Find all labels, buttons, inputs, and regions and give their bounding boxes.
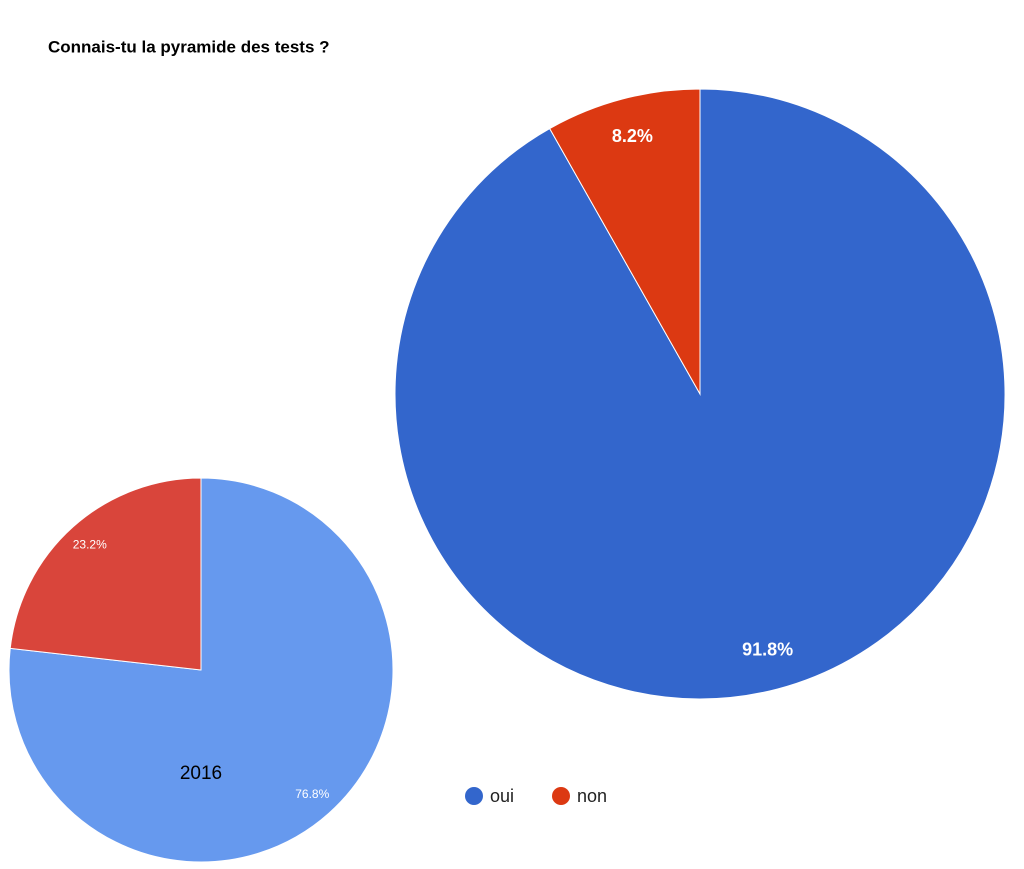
- legend-label: oui: [490, 786, 514, 806]
- pie-slice: [8, 477, 394, 863]
- data-label: 76.8%: [295, 787, 329, 801]
- data-label: 8.2%: [612, 126, 653, 146]
- pie-slice: [9, 477, 202, 671]
- pie-slice: [549, 88, 701, 396]
- legend-marker: [465, 787, 483, 805]
- pie-annotation: 2016: [180, 763, 222, 784]
- data-label: 23.2%: [73, 538, 107, 552]
- data-label: 91.8%: [742, 639, 793, 659]
- legend-marker: [552, 787, 570, 805]
- chart-title: Connais-tu la pyramide des tests ?: [48, 37, 330, 56]
- legend-label: non: [577, 786, 607, 806]
